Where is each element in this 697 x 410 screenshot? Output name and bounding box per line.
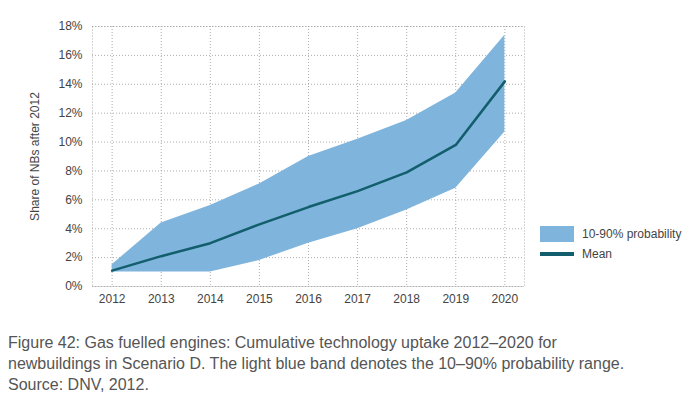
svg-text:2014: 2014 <box>197 292 224 306</box>
svg-text:2018: 2018 <box>393 292 420 306</box>
svg-text:2019: 2019 <box>442 292 469 306</box>
svg-text:2020: 2020 <box>492 292 519 306</box>
html-text:Mean: Mean <box>582 247 612 261</box>
svg-text:18%: 18% <box>58 19 82 33</box>
svg-text:2017: 2017 <box>344 292 371 306</box>
svg-text:12%: 12% <box>58 106 82 120</box>
svg-text:2015: 2015 <box>246 292 273 306</box>
svg-text:Share of NBs after 2012: Share of NBs after 2012 <box>28 92 42 221</box>
html-text:Figure 42: Gas fuelled engines: Figure 42: Gas fuelled engines: Cumulati… <box>8 334 625 393</box>
svg-text:0%: 0% <box>65 279 83 293</box>
svg-text:4%: 4% <box>65 222 83 236</box>
svg-text:8%: 8% <box>65 164 83 178</box>
svg-text:2013: 2013 <box>148 292 175 306</box>
svg-text:16%: 16% <box>58 48 82 62</box>
html-text:10-90% probability: 10-90% probability <box>582 227 682 241</box>
svg-text:10%: 10% <box>58 135 82 149</box>
svg-text:2%: 2% <box>65 250 83 264</box>
svg-text:2012: 2012 <box>99 292 126 306</box>
svg-text:2016: 2016 <box>295 292 322 306</box>
svg-text:6%: 6% <box>65 193 83 207</box>
svg-text:14%: 14% <box>58 77 82 91</box>
